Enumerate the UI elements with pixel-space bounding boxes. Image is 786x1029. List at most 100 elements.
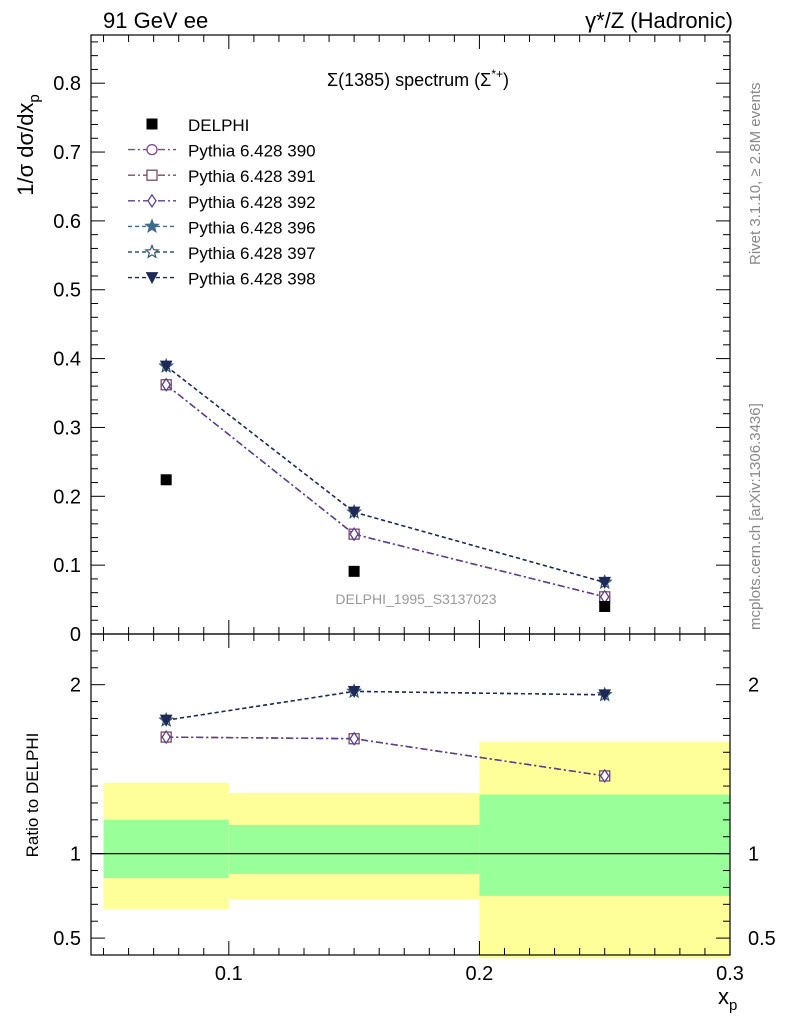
y-tick-label: 0.5	[53, 280, 81, 302]
series-point-5-shape	[347, 506, 361, 519]
y-tick-label: 0.7	[53, 142, 81, 164]
legend-marker-2	[147, 193, 157, 208]
ratio-point-2-shape	[349, 731, 359, 746]
series-line-4	[165, 365, 605, 584]
legend-marker-3	[144, 218, 160, 234]
legend-marker-2-shape	[147, 193, 157, 208]
series-line-5	[165, 365, 605, 584]
legend-marker-4	[144, 243, 160, 259]
y-axis-label: 1/σ dσ/dxp	[13, 94, 43, 196]
ratio-point-2	[161, 729, 171, 745]
ratio-band-green	[103, 819, 229, 879]
x-axis-label-sub: p	[729, 997, 737, 1014]
ratio-y-tick-label-right: 0.5	[748, 928, 776, 950]
y-axis-label-main: 1/σ dσ/dx	[13, 103, 38, 196]
rivet-label: Rivet 3.1.10, ≥ 2.8M events	[747, 83, 764, 266]
legend-label-2: Pythia 6.428 392	[188, 193, 316, 212]
ratio-y-tick-label-right: 1	[748, 844, 759, 866]
legend-label-4: Pythia 6.428 397	[188, 244, 316, 263]
ratio-y-tick-label: 0.5	[53, 928, 81, 950]
header-left: 91 GeV ee	[103, 8, 208, 33]
data-point	[599, 600, 611, 612]
legend-marker-data	[146, 118, 158, 130]
ratio-point-2-shape	[599, 768, 610, 784]
ratio-band-green	[479, 794, 730, 896]
y-axis-label-sub: p	[26, 94, 43, 102]
y-tick-label: 0.6	[53, 211, 81, 233]
ratio-point-5-shape	[347, 685, 361, 699]
ratio-point-2-shape	[161, 729, 171, 745]
ratio-frame	[90, 633, 731, 956]
y-tick-label: 0.3	[53, 417, 81, 439]
legend-marker-1-shape	[146, 169, 158, 181]
mcplots-label: mcplots.cern.ch [arXiv:1306.3436]	[747, 403, 764, 630]
legend-marker-data-shape	[146, 118, 158, 130]
series-point-2-shape	[349, 526, 359, 542]
legend-marker-4-shape	[144, 243, 160, 259]
data-point-shape	[599, 600, 611, 612]
ratio-point-5-shape	[598, 689, 612, 702]
series-point-2-shape	[161, 377, 171, 392]
ratio-y-tick-label: 1	[70, 844, 81, 866]
series-point-5-shape	[159, 360, 173, 373]
legend-marker-0	[146, 143, 158, 156]
x-tick-label: 0.3	[716, 963, 744, 985]
data-point	[160, 474, 172, 486]
series-point-2	[349, 526, 359, 542]
y-tick-label: 0.4	[53, 349, 81, 371]
ratio-point-5	[159, 714, 173, 727]
series-line-3	[165, 365, 605, 584]
chart-title-sup: *+	[491, 67, 503, 81]
ratio-point-2	[599, 768, 610, 784]
x-tick-label: 0.1	[215, 963, 243, 985]
legend-label-0: Pythia 6.428 390	[188, 142, 316, 161]
legend-label-data: DELPHI	[188, 116, 249, 135]
data-point-shape	[348, 565, 360, 577]
legend-marker-1	[146, 169, 158, 181]
ratio-y-tick-label: 2	[70, 675, 81, 697]
ratio-line-5	[166, 690, 605, 721]
x-tick-label: 0.2	[466, 963, 494, 985]
y-tick-label: 0.1	[53, 555, 81, 577]
legend-marker-0-shape	[146, 143, 158, 156]
ratio-y-axis-label: Ratio to DELPHI	[23, 733, 42, 858]
series-line-2	[165, 384, 605, 598]
ratio-line-2	[166, 736, 605, 777]
chart-title-main: Σ(1385) spectrum (Σ	[327, 70, 491, 90]
legend-marker-5-shape	[145, 272, 159, 285]
legend-label-3: Pythia 6.428 396	[188, 218, 316, 237]
ratio-band-green	[228, 824, 480, 874]
ratio-y-tick-label-right: 2	[748, 675, 759, 697]
legend-label-1: Pythia 6.428 391	[188, 167, 316, 186]
legend-label-5: Pythia 6.428 398	[188, 270, 316, 289]
chart-title-end: )	[503, 70, 509, 90]
ratio-point-5-shape	[159, 714, 173, 727]
series-point-5	[347, 506, 361, 519]
series-point-5-shape	[598, 576, 612, 589]
data-point-shape	[160, 474, 172, 486]
y-tick-label: 0.8	[53, 73, 81, 95]
chart-title: Σ(1385) spectrum (Σ*+)	[327, 67, 509, 90]
ratio-point-5	[598, 689, 612, 702]
x-axis-label-main: x	[718, 984, 729, 1009]
ratio-point-5	[347, 685, 361, 699]
y-tick-label: 0	[70, 624, 81, 646]
series-point-5	[159, 360, 173, 373]
data-point	[348, 565, 360, 577]
x-axis-label: xp	[718, 984, 737, 1014]
series-point-5	[598, 576, 612, 589]
ratio-line-3	[166, 690, 605, 721]
legend-marker-3-shape	[144, 218, 160, 234]
ratio-line-4	[166, 690, 605, 721]
header-right: γ*/Z (Hadronic)	[585, 8, 733, 33]
series-line-1	[165, 384, 605, 598]
main-frame	[90, 34, 731, 635]
y-tick-label: 0.2	[53, 486, 81, 508]
series-point-2	[161, 377, 171, 392]
legend-marker-5	[145, 272, 159, 285]
analysis-watermark: DELPHI_1995_S3137023	[335, 591, 496, 607]
series-line-0	[165, 384, 605, 598]
ratio-point-2	[349, 731, 359, 746]
